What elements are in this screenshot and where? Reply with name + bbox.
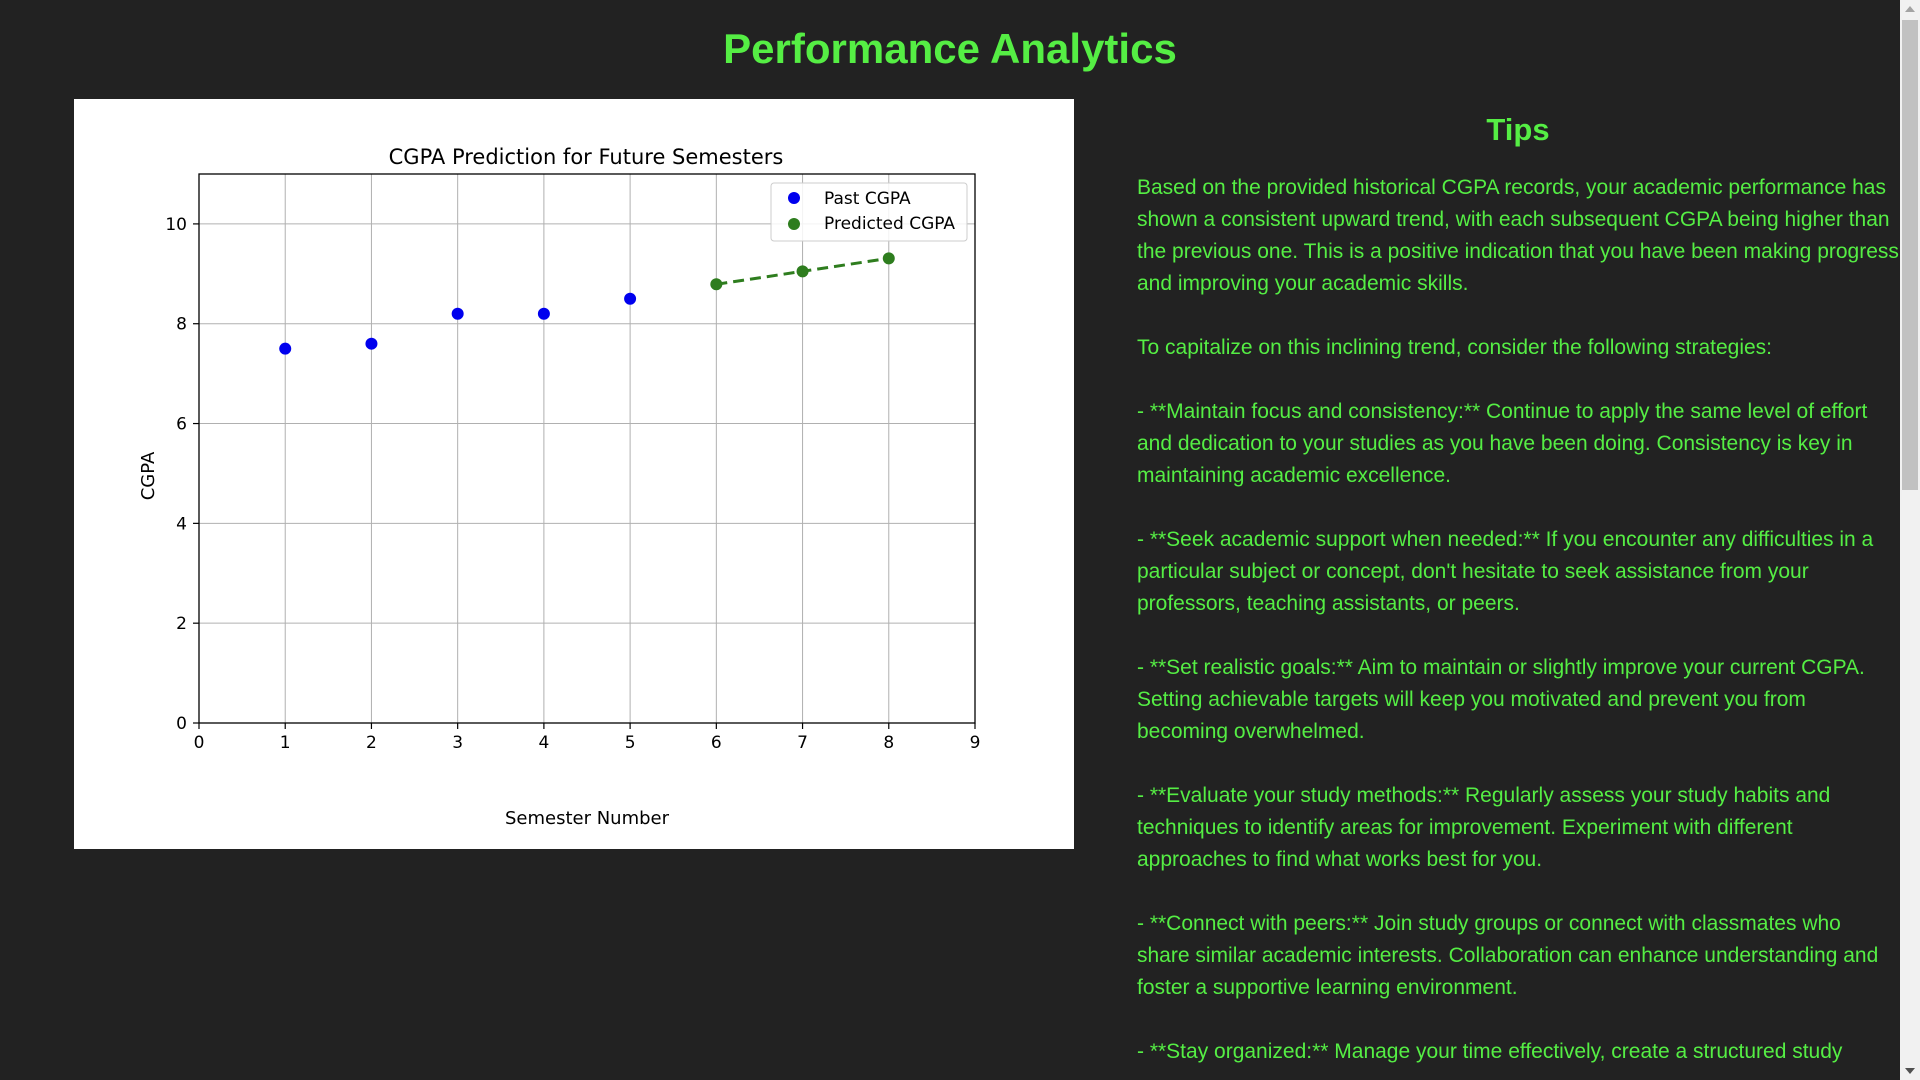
tip-paragraph: - **Stay organized:** Manage your time e… [1137, 1040, 1843, 1063]
tip-paragraph: - **Maintain focus and consistency:** Co… [1137, 400, 1868, 487]
chart-grid [198, 174, 976, 724]
chart-series [279, 252, 895, 355]
past-cgpa-point [365, 337, 378, 350]
past-cgpa-point [451, 307, 464, 320]
past-cgpa-point [279, 342, 292, 355]
y-tick-label: 10 [165, 215, 187, 235]
y-tick-label: 2 [176, 614, 187, 634]
page-scrollbar[interactable] [1900, 0, 1920, 1080]
x-tick-label: 0 [194, 733, 205, 753]
chart-legend: Past CGPA Predicted CGPA [770, 182, 968, 242]
predicted-cgpa-point [710, 278, 723, 291]
x-axis-label: Semester Number [505, 808, 670, 829]
y-tick-label: 6 [176, 415, 187, 435]
legend-label-predicted-cgpa: Predicted CGPA [824, 214, 955, 234]
x-tick-label: 6 [711, 733, 722, 753]
tip-paragraph: - **Seek academic support when needed:**… [1137, 528, 1874, 615]
y-tick-label: 4 [176, 514, 187, 534]
x-tick-label: 5 [625, 733, 636, 753]
tip-paragraph: To capitalize on this inclining trend, c… [1137, 336, 1773, 359]
cgpa-prediction-chart: CGPA Prediction for Future Semesters 0 1 2… [138, 145, 980, 829]
y-tick-label: 8 [176, 315, 187, 335]
page-title: Performance Analytics [723, 25, 1177, 72]
legend-marker-predicted-cgpa [788, 218, 800, 230]
tip-paragraph: - **Connect with peers:** Join study gro… [1137, 912, 1879, 999]
y-tick-label: 0 [176, 714, 187, 734]
y-axis-label: CGPA [138, 451, 159, 500]
legend-marker-past-cgpa [788, 192, 800, 204]
x-tick-label: 9 [970, 733, 981, 753]
past-cgpa-point [537, 307, 550, 320]
x-tick-label: 3 [452, 733, 463, 753]
chart-ticks: 0 1 2 3 4 5 6 7 8 9 0 2 4 6 8 10 [165, 215, 980, 753]
tips-body: Based on the provided historical CGPA re… [1137, 172, 1899, 1068]
cgpa-chart-panel: CGPA Prediction for Future Semesters 0 1 2… [74, 99, 1074, 849]
tips-panel: Tips Based on the provided historical CG… [1137, 110, 1899, 1080]
x-tick-label: 2 [366, 733, 377, 753]
scroll-up-arrow-icon[interactable] [1905, 6, 1915, 12]
scroll-down-arrow-icon[interactable] [1905, 1068, 1915, 1074]
legend-box [770, 182, 968, 242]
plot-frame [198, 173, 976, 724]
predicted-cgpa-point [796, 265, 809, 278]
predicted-cgpa-point [882, 252, 895, 265]
tip-paragraph: - **Evaluate your study methods:** Regul… [1137, 784, 1831, 871]
past-cgpa-point [624, 292, 637, 305]
x-tick-label: 8 [883, 733, 894, 753]
tips-title: Tips [1486, 112, 1550, 147]
scrollbar-thumb[interactable] [1902, 20, 1918, 490]
x-tick-label: 4 [538, 733, 549, 753]
x-tick-label: 1 [280, 733, 291, 753]
legend-label-past-cgpa: Past CGPA [824, 189, 911, 209]
chart-title: CGPA Prediction for Future Semesters [389, 145, 784, 169]
tip-paragraph: - **Set realistic goals:** Aim to mainta… [1137, 656, 1865, 743]
x-tick-label: 7 [797, 733, 808, 753]
tip-paragraph: Based on the provided historical CGPA re… [1137, 176, 1899, 295]
